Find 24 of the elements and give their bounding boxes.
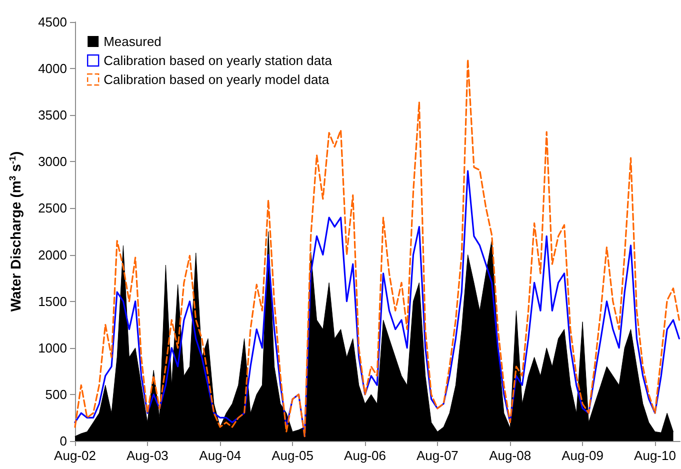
x-tick-label: Aug-07	[416, 448, 458, 463]
x-tick-label: Aug-05	[272, 448, 314, 463]
y-tick-label: 3000	[38, 154, 67, 170]
y-tick-label: 4500	[38, 14, 67, 30]
x-tick-label: Aug-03	[126, 448, 168, 463]
x-tick-label: Aug-04	[199, 448, 242, 463]
y-axis-title: Water Discharge (m3 s-1)	[8, 151, 24, 312]
y-tick-label: 2500	[38, 200, 67, 216]
y-tick-label: 2000	[38, 247, 67, 262]
x-tick-label: Aug-09	[562, 448, 604, 463]
x-tick-label: Aug-06	[344, 448, 386, 463]
x-tick-label: Aug-10	[634, 448, 676, 463]
legend-label: Calibration based on yearly model data	[104, 72, 330, 87]
legend-label: Measured	[104, 34, 162, 49]
y-tick-label: 1500	[38, 294, 67, 309]
x-tick-label: Aug-08	[489, 448, 532, 463]
line-series	[74, 170, 680, 438]
y-tick-label: 4000	[38, 61, 67, 76]
y-tick-label: 1000	[38, 340, 67, 356]
y-tick-label: 3500	[38, 108, 67, 123]
y-tick-label: 500	[45, 386, 67, 402]
y-tick-label: 0	[60, 434, 67, 448]
legend-label: Calibration based on yearly station data	[104, 53, 333, 68]
x-tick-label: Aug-02	[54, 448, 96, 463]
